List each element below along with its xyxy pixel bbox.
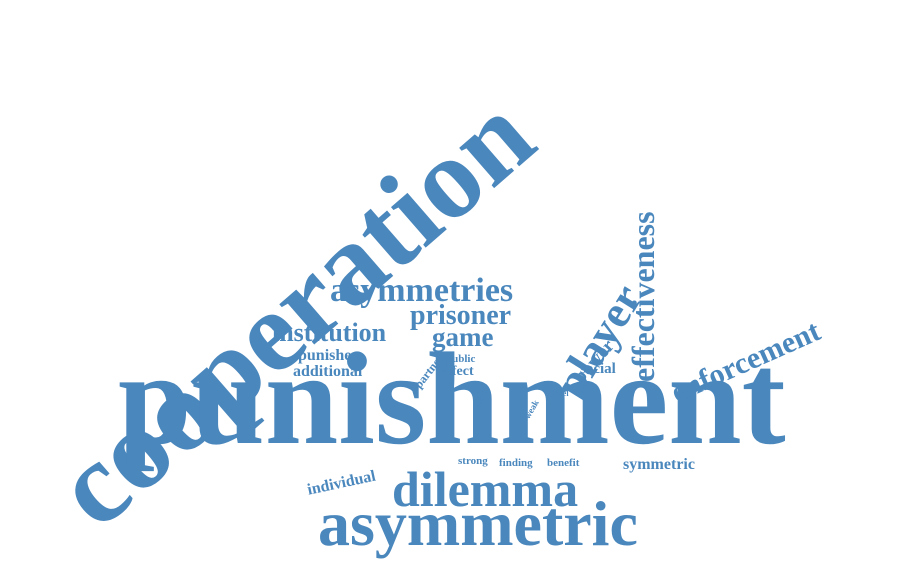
- word-dilemma: dilemma: [392, 461, 579, 517]
- word-additional: additional: [293, 363, 363, 380]
- word-punisher: punisher: [298, 347, 359, 364]
- word-institution: institution: [272, 318, 387, 347]
- word-asymmetries: asymmetries: [330, 272, 514, 309]
- word-game: game: [432, 322, 494, 352]
- word-effectiveness: effectiveness: [625, 211, 661, 382]
- word-finding: finding: [499, 457, 533, 469]
- word-asymmetric: asymmetric: [318, 488, 638, 559]
- word-effect: effect: [441, 364, 474, 379]
- word-social: social: [580, 361, 616, 377]
- word-prisoner: prisoner: [410, 300, 512, 331]
- word-benefit: benefit: [547, 457, 580, 469]
- word-symmetric: symmetric: [623, 456, 695, 473]
- word-level: level: [553, 389, 569, 398]
- word-strong: strong: [458, 455, 488, 467]
- word-public: public: [446, 353, 476, 365]
- word-punishment: punishment: [118, 325, 786, 472]
